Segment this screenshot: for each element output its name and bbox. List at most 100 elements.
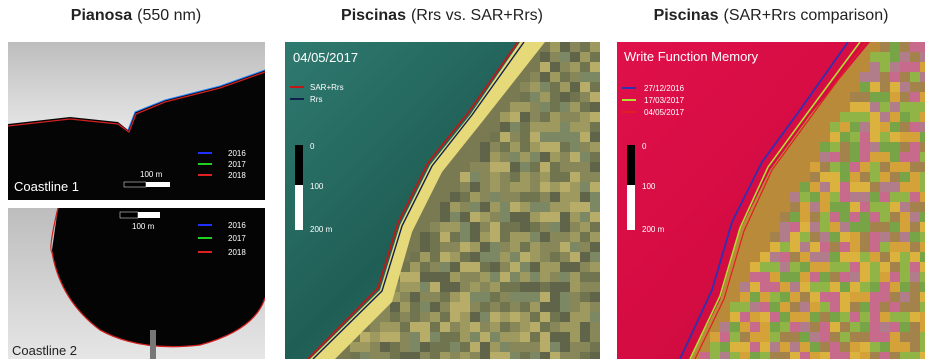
pixel	[570, 302, 580, 312]
pixel	[920, 292, 925, 302]
pixel	[740, 322, 750, 332]
pixel	[840, 192, 850, 202]
pixel	[850, 192, 860, 202]
pixel	[450, 282, 460, 292]
pixel	[480, 182, 490, 192]
pixel	[920, 142, 925, 152]
pixel	[540, 52, 550, 62]
pixel	[500, 192, 510, 202]
pixel	[530, 292, 540, 302]
pixel	[730, 312, 740, 322]
pixel	[900, 72, 910, 82]
pixel	[810, 312, 820, 322]
pixel	[860, 72, 870, 82]
pixel	[390, 352, 400, 359]
heading: Write Function Memory	[624, 49, 759, 64]
pixel	[860, 152, 870, 162]
scale-bar	[138, 212, 160, 218]
pixel	[880, 52, 890, 62]
pixel	[780, 272, 790, 282]
pixel	[550, 182, 560, 192]
pixel	[520, 222, 530, 232]
pixel	[480, 332, 490, 342]
pixel	[870, 142, 880, 152]
pixel	[480, 142, 490, 152]
pixel	[490, 202, 500, 212]
pixel	[580, 182, 590, 192]
pixel	[800, 342, 810, 352]
pixel	[750, 262, 760, 272]
pixel	[550, 112, 560, 122]
pixel	[470, 272, 480, 282]
pixel	[490, 152, 500, 162]
pixel	[460, 202, 470, 212]
pixel	[790, 342, 800, 352]
pixel	[510, 172, 520, 182]
title-bold: Pianosa	[71, 7, 132, 24]
pixel	[920, 352, 925, 359]
pixel	[520, 302, 530, 312]
pixel	[870, 82, 880, 92]
pixel	[860, 232, 870, 242]
pixel	[520, 282, 530, 292]
pixel	[460, 182, 470, 192]
pixel	[900, 242, 910, 252]
pixel	[530, 102, 540, 112]
pixel	[450, 212, 460, 222]
pixel	[420, 232, 430, 242]
pixel	[810, 262, 820, 272]
pixel	[830, 192, 840, 202]
pixel	[390, 312, 400, 322]
pixel	[510, 282, 520, 292]
pixel	[570, 292, 580, 302]
pixel	[560, 292, 570, 302]
pixel	[580, 232, 590, 242]
legend-label: 2018	[228, 171, 246, 180]
pixel	[740, 312, 750, 322]
pixel	[820, 342, 830, 352]
pixel	[790, 232, 800, 242]
pixel	[920, 162, 925, 172]
pixel	[550, 102, 560, 112]
pixel	[460, 352, 470, 359]
pixel	[920, 72, 925, 82]
pixel	[920, 132, 925, 142]
scale-label: 0	[642, 142, 647, 151]
pixel	[860, 192, 870, 202]
pixel	[460, 242, 470, 252]
pixel	[440, 252, 450, 262]
pixel	[430, 292, 440, 302]
pixel	[900, 142, 910, 152]
pixel	[590, 302, 600, 312]
pixel	[500, 312, 510, 322]
pixel	[360, 352, 370, 359]
pixel	[810, 272, 820, 282]
pixel	[880, 312, 890, 322]
pixel	[890, 282, 900, 292]
pixel	[450, 272, 460, 282]
legend-label: Rrs	[310, 95, 322, 104]
pixel	[580, 52, 590, 62]
pixel	[420, 292, 430, 302]
pixel	[490, 192, 500, 202]
pixel	[390, 332, 400, 342]
pixel	[870, 72, 880, 82]
pixel	[900, 42, 910, 52]
pixel	[800, 222, 810, 232]
pixel	[520, 152, 530, 162]
pixel	[530, 242, 540, 252]
scale-label: 100 m	[140, 170, 163, 179]
pixel	[570, 312, 580, 322]
pixel	[910, 102, 920, 112]
pixel	[440, 342, 450, 352]
pixel	[580, 222, 590, 232]
pixel	[570, 122, 580, 132]
pixel	[530, 352, 540, 359]
inset-image	[8, 42, 265, 200]
pixel	[860, 322, 870, 332]
pixel	[380, 342, 390, 352]
pixel	[500, 222, 510, 232]
pixel	[830, 122, 840, 132]
pixel	[520, 142, 530, 152]
pixel	[760, 282, 770, 292]
